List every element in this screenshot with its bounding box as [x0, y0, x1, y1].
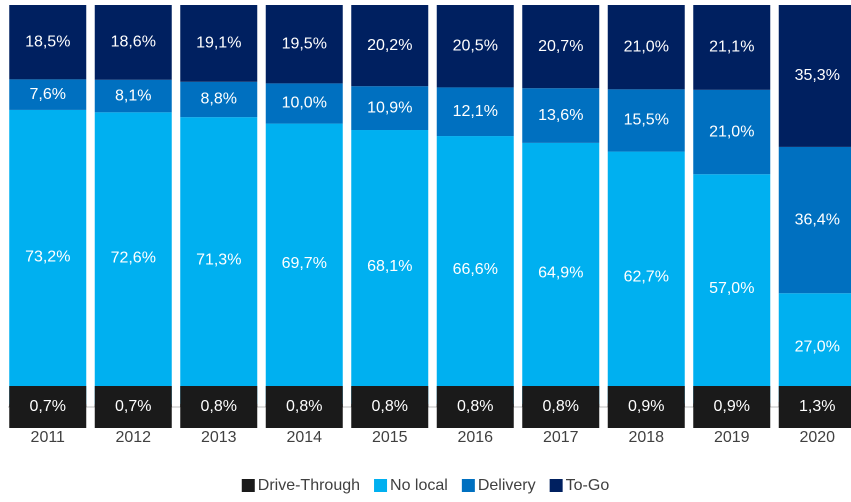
bar-segment [436, 5, 514, 88]
data-label: 64,9% [538, 265, 583, 282]
bar-segment [9, 5, 87, 80]
bar-segment [9, 109, 87, 405]
data-label: 0,8% [286, 398, 322, 415]
bar-segment [180, 117, 258, 404]
data-label-box [9, 386, 87, 428]
x-tick-label: 2012 [115, 429, 151, 446]
bar-segment [180, 81, 258, 118]
data-label-box [436, 386, 514, 428]
bar-segment [265, 5, 343, 84]
data-label-box [94, 386, 172, 428]
bar-segment [9, 79, 87, 110]
data-label-box [693, 386, 771, 428]
bar-segment [778, 146, 851, 294]
data-label: 0,8% [543, 398, 579, 415]
data-label: 10,9% [367, 99, 412, 116]
data-label: 66,6% [453, 261, 498, 278]
bar-segment [351, 86, 429, 131]
legend-label: Drive-Through [258, 477, 360, 494]
x-tick-label: 2015 [372, 429, 408, 446]
x-tick-label: 2019 [714, 429, 750, 446]
data-label-box [778, 386, 851, 428]
data-label: 21,1% [709, 39, 754, 56]
data-label: 10,0% [282, 95, 327, 112]
data-label: 69,7% [282, 255, 327, 272]
data-label: 1,3% [799, 398, 835, 415]
x-tick-label: 2016 [457, 429, 493, 446]
data-label: 12,1% [453, 103, 498, 120]
data-label: 0,8% [372, 398, 408, 415]
bar-segment [693, 89, 771, 175]
data-label: 0,8% [201, 398, 237, 415]
bar-segment [522, 5, 600, 89]
data-label: 15,5% [624, 112, 669, 129]
bar-segment [265, 123, 343, 404]
data-label: 68,1% [367, 258, 412, 275]
data-label-box [522, 386, 600, 428]
x-tick-label: 2018 [628, 429, 664, 446]
data-label: 13,6% [538, 107, 583, 124]
data-label: 19,5% [282, 35, 327, 52]
bar-segment [778, 293, 851, 402]
bar-segment [778, 5, 851, 147]
bar-segment [693, 174, 771, 404]
data-label: 21,0% [624, 38, 669, 55]
data-label: 73,2% [25, 248, 70, 265]
legend-label: To-Go [566, 477, 610, 494]
x-tick-label: 2017 [543, 429, 579, 446]
data-label: 21,0% [709, 123, 754, 140]
legend-label: Delivery [478, 477, 536, 494]
x-tick-label: 2011 [31, 429, 66, 446]
data-label: 0,7% [30, 398, 66, 415]
bar-segment [607, 89, 685, 152]
bar-segment [522, 142, 600, 404]
data-label-box [351, 386, 429, 428]
bar-segment [180, 5, 258, 82]
bar-segment [436, 87, 514, 137]
bar-segment [436, 136, 514, 404]
x-tick-label: 2014 [286, 429, 322, 446]
bar-segment [94, 5, 172, 80]
data-label: 7,6% [30, 86, 66, 103]
legend-swatch [241, 479, 255, 492]
data-label-box [180, 386, 258, 428]
data-label: 0,8% [457, 398, 493, 415]
data-label: 27,0% [795, 339, 840, 356]
data-label: 71,3% [196, 252, 241, 269]
data-label: 0,7% [115, 398, 151, 415]
data-label: 8,8% [201, 91, 237, 108]
bar-segment [522, 88, 600, 143]
bar-segment [351, 5, 429, 87]
data-label: 19,1% [196, 35, 241, 52]
bar-segment [607, 151, 685, 404]
data-label: 18,5% [25, 33, 70, 50]
legend-swatch [549, 479, 563, 492]
data-label: 8,1% [115, 87, 151, 104]
data-label: 20,2% [367, 37, 412, 54]
data-label: 36,4% [795, 211, 840, 228]
data-label: 35,3% [795, 67, 840, 84]
data-label: 20,7% [538, 38, 583, 55]
data-label: 0,9% [714, 398, 750, 415]
x-tick-label: 2013 [201, 429, 237, 446]
data-label: 57,0% [709, 280, 754, 297]
bar-segment [693, 5, 771, 90]
bar-segment [94, 112, 172, 405]
bar-segment [94, 79, 172, 113]
data-label: 72,6% [111, 249, 156, 266]
data-label: 20,5% [453, 37, 498, 54]
bar-segment [351, 130, 429, 404]
legend-label: No local [390, 477, 448, 494]
legend-swatch [374, 479, 388, 492]
data-label: 0,9% [628, 398, 664, 415]
bar-segment [607, 5, 685, 90]
bar-segment [265, 83, 343, 124]
x-tick-label: 2020 [799, 429, 835, 446]
data-label-box [607, 386, 685, 428]
data-label-box [265, 386, 343, 428]
legend-swatch [461, 479, 475, 492]
data-label: 18,6% [111, 34, 156, 51]
data-label: 62,7% [624, 269, 669, 286]
